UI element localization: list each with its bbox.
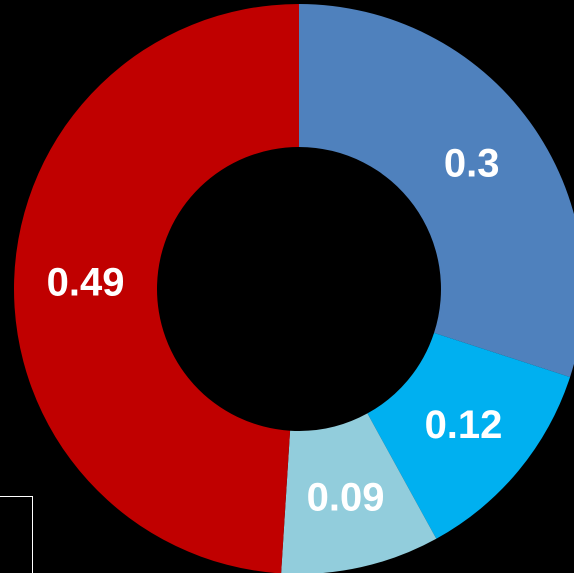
donut-slice	[14, 4, 299, 573]
donut-slice	[299, 4, 574, 378]
slice-data-label: 0.12	[425, 403, 503, 447]
slice-data-label: 0.49	[47, 260, 125, 304]
slice-data-label: 0.3	[444, 142, 500, 186]
legend-frame	[0, 496, 33, 573]
donut-slice	[367, 332, 571, 539]
slice-data-label: 0.09	[307, 475, 385, 519]
donut-slice	[281, 413, 437, 573]
